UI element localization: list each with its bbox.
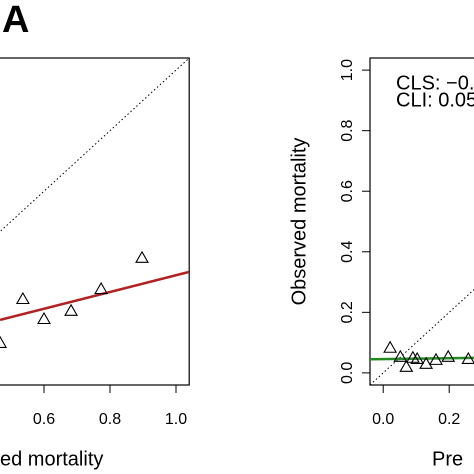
x-tick-label: 0.8 — [99, 411, 121, 428]
y-tick-label: 1.0 — [339, 59, 356, 81]
plot-box — [369, 57, 474, 386]
point — [399, 359, 414, 372]
x-axis-label: Pre — [432, 448, 463, 470]
point — [0, 335, 8, 348]
y-axis-label: Observed mortality — [288, 138, 310, 306]
plot-box — [0, 57, 190, 386]
point — [383, 340, 398, 353]
y-tick-label: 0.4 — [339, 241, 356, 263]
point — [461, 351, 474, 365]
reference-line — [0, 58, 189, 233]
x-axis-label: ed mortality — [0, 448, 103, 470]
point — [64, 303, 79, 316]
point — [15, 291, 30, 305]
point — [135, 250, 149, 263]
annotation: CLI: 0.05 — [396, 89, 474, 111]
y-tick-label: 0.6 — [339, 180, 356, 202]
plot-area — [0, 58, 189, 348]
point — [419, 356, 434, 369]
fit-line — [370, 356, 474, 361]
x-tick-label: 0.2 — [438, 411, 460, 428]
point — [405, 350, 420, 363]
panel-label: A — [2, 0, 29, 41]
reference-line — [370, 288, 474, 385]
y-tick-label: 0.8 — [339, 119, 356, 141]
x-tick-label: 0.6 — [33, 411, 55, 428]
x-tick-label: 1.0 — [165, 411, 187, 428]
point — [410, 351, 425, 365]
point — [441, 349, 456, 362]
y-tick-label: 0.2 — [339, 301, 356, 323]
x-tick-label: 0.0 — [372, 411, 394, 428]
point — [429, 352, 443, 365]
plot-area — [370, 288, 474, 385]
point — [393, 349, 408, 362]
point — [94, 281, 109, 295]
y-tick-label: 0.0 — [339, 362, 356, 384]
annotation: CLS: −0. — [396, 72, 474, 94]
point — [37, 311, 51, 325]
